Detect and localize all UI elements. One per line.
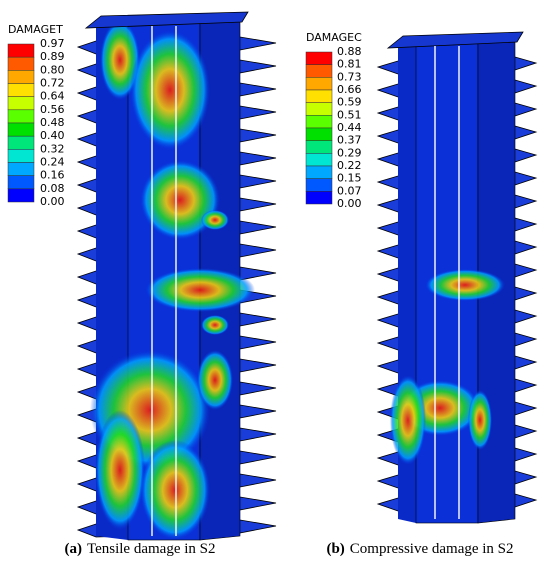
legend-swatch (305, 51, 333, 65)
legend-swatch (305, 77, 333, 91)
caption-label: (a) (64, 541, 82, 557)
damage-zone (390, 375, 426, 465)
legend-label: 0.29 (337, 146, 362, 159)
legend-label: 0.40 (40, 129, 65, 142)
damage-zone (201, 315, 229, 335)
damage-zone (468, 390, 492, 450)
legend-swatch (7, 162, 35, 176)
legend-label: 0.08 (40, 182, 65, 195)
legend-swatch (7, 175, 35, 190)
legend-swatch (7, 96, 35, 111)
legend-label: 0.15 (337, 172, 362, 185)
legend-label: 0.59 (337, 96, 362, 109)
caption-text: Tensile damage in S2 (87, 541, 216, 557)
legend-label: 0.00 (337, 197, 362, 210)
legend-label: 0.72 (40, 77, 65, 90)
legend-label: 0.97 (40, 37, 65, 50)
legend-swatch (7, 135, 35, 150)
legend-swatch (7, 56, 35, 71)
damage-zone (140, 160, 220, 240)
legend-label: 0.88 (337, 45, 362, 58)
legend-label: 0.32 (40, 142, 65, 155)
legend-label: 0.56 (40, 103, 65, 116)
legend-swatch (7, 122, 35, 137)
legend-swatch (305, 140, 333, 154)
legend-swatch (305, 127, 333, 141)
tower (76, 11, 277, 541)
damage-zone (100, 20, 140, 100)
legend-swatch (305, 64, 333, 78)
legend-label: 0.66 (337, 83, 362, 96)
legend-swatch (305, 89, 333, 103)
legend-swatch (305, 165, 333, 179)
legend-label: 0.16 (40, 169, 65, 182)
damage-zone (95, 410, 145, 530)
legend: DAMAGEC0.880.810.730.660.590.510.440.370… (305, 31, 362, 210)
legend-label: 0.81 (337, 58, 362, 71)
legend-swatch (305, 102, 333, 116)
legend-title: DAMAGEC (306, 31, 362, 44)
caption-label: (b) (326, 541, 344, 557)
caption: (b) Compressive damage in S2 (326, 541, 513, 557)
legend-swatch (7, 149, 35, 163)
legend-label: 0.00 (40, 195, 65, 208)
legend-label: 0.51 (337, 108, 362, 121)
legend-label: 0.64 (40, 90, 65, 103)
legend-swatch (305, 191, 333, 205)
caption: (a) Tensile damage in S2 (64, 541, 215, 557)
legend-label: 0.22 (337, 159, 362, 172)
damage-zone (140, 440, 210, 540)
legend-swatch (305, 115, 333, 129)
damage-zone (145, 268, 255, 312)
legend-swatch (305, 178, 333, 192)
legend-swatch (7, 70, 35, 84)
legend-label: 0.07 (337, 184, 362, 197)
damage-zone (425, 269, 505, 301)
top-cap (386, 31, 524, 49)
legend-swatch (7, 109, 35, 124)
damage-zone (197, 350, 233, 410)
legend-label: 0.44 (337, 121, 362, 134)
legend-label: 0.80 (40, 63, 65, 76)
caption-text: Compressive damage in S2 (350, 541, 514, 557)
legend-label: 0.48 (40, 116, 65, 129)
tower (376, 31, 538, 524)
damage-zone (130, 30, 210, 150)
legend: DAMAGET0.970.890.800.720.640.560.480.400… (7, 23, 65, 208)
damage-zone (201, 210, 229, 230)
legend-label: 0.24 (40, 156, 65, 169)
legend-swatch (7, 188, 35, 203)
legend-label: 0.89 (40, 50, 65, 63)
legend-swatch (7, 83, 35, 97)
top-cap (84, 11, 249, 29)
legend-swatch (7, 43, 35, 58)
legend-label: 0.73 (337, 70, 362, 83)
legend-title: DAMAGET (8, 23, 63, 36)
legend-label: 0.37 (337, 134, 362, 147)
legend-swatch (305, 153, 333, 167)
